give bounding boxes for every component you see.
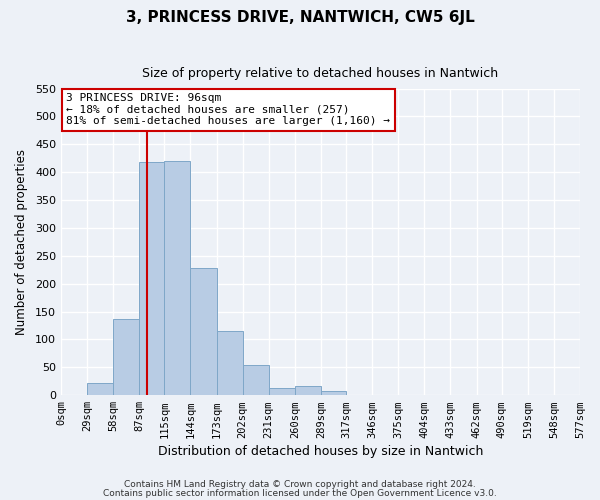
X-axis label: Distribution of detached houses by size in Nantwich: Distribution of detached houses by size … [158, 444, 483, 458]
Text: 3, PRINCESS DRIVE, NANTWICH, CW5 6JL: 3, PRINCESS DRIVE, NANTWICH, CW5 6JL [125, 10, 475, 25]
Bar [164, 160, 190, 395]
Bar [139, 162, 164, 395]
Text: 3 PRINCESS DRIVE: 96sqm
← 18% of detached houses are smaller (257)
81% of semi-d: 3 PRINCESS DRIVE: 96sqm ← 18% of detache… [66, 93, 390, 126]
Bar [87, 383, 113, 395]
Bar [242, 364, 269, 395]
Text: Contains public sector information licensed under the Open Government Licence v3: Contains public sector information licen… [103, 488, 497, 498]
Bar [295, 386, 321, 395]
Bar [321, 392, 346, 395]
Y-axis label: Number of detached properties: Number of detached properties [15, 149, 28, 335]
Bar [269, 388, 295, 395]
Title: Size of property relative to detached houses in Nantwich: Size of property relative to detached ho… [142, 68, 499, 80]
Bar [190, 268, 217, 395]
Bar [113, 319, 139, 395]
Bar [217, 331, 242, 395]
Text: Contains HM Land Registry data © Crown copyright and database right 2024.: Contains HM Land Registry data © Crown c… [124, 480, 476, 489]
